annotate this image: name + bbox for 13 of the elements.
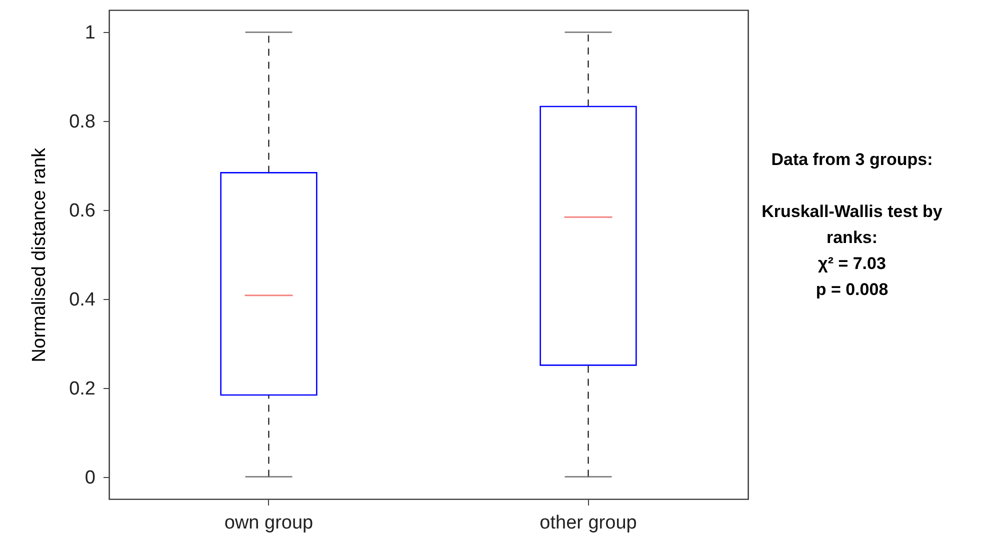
x-tick-label: own group [224,512,314,534]
text: χ² = 7.03 [817,253,887,275]
y-tick-label: 0.2 [69,378,96,400]
y-axis-title: Normalised distance rank [29,147,50,362]
x-tick-label: other group [540,512,637,534]
y-tick-label: 0.4 [69,289,96,310]
text: Kruskall-Wallis test by ranks: [760,201,944,249]
text: Data from 3 groups: [770,149,934,171]
y-tick-label: 0.8 [69,112,96,133]
y-tick-label: 0.6 [69,200,96,222]
text: p = 0.008 [814,279,890,301]
y-tick-label: 1 [84,22,96,44]
y-tick-label: 0 [84,467,96,488]
